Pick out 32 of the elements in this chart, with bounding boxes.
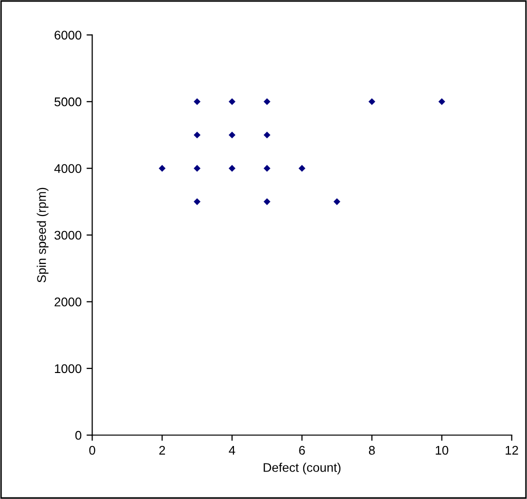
- point: [264, 98, 270, 106]
- x-tick-label: 2: [159, 446, 165, 455]
- point: [194, 132, 200, 138]
- x-tick-label: 8: [368, 446, 375, 455]
- x-tick-label: 12: [506, 446, 518, 455]
- y-tick-label: 6000: [54, 30, 82, 40]
- y-tick-label: 0: [75, 430, 82, 440]
- point: [158, 164, 166, 172]
- y-tick-label: 5000: [54, 97, 82, 106]
- y-axis-title: Spin speed (rpm): [36, 188, 48, 282]
- point: [194, 98, 200, 106]
- point: [334, 198, 340, 206]
- point: [194, 198, 200, 206]
- y-tick-label: 3000: [54, 230, 82, 240]
- point: [228, 132, 236, 138]
- x-tick-label: 4: [228, 446, 236, 455]
- point: [438, 98, 446, 106]
- x-tick-label: 0: [89, 446, 96, 455]
- point: [264, 198, 270, 206]
- point: [264, 132, 270, 138]
- x-tick-label: 10: [436, 446, 448, 455]
- point: [228, 98, 236, 106]
- y-tick-label: 4000: [54, 164, 82, 173]
- x-axis-title: Defect (count): [264, 462, 340, 474]
- point: [368, 98, 376, 106]
- x-tick-label: 6: [299, 446, 305, 455]
- point: [194, 164, 200, 172]
- point: [298, 164, 306, 172]
- y-tick-label: 1000: [54, 364, 82, 374]
- point: [264, 164, 270, 172]
- y-tick-label: 2000: [54, 298, 82, 306]
- point: [228, 164, 236, 172]
